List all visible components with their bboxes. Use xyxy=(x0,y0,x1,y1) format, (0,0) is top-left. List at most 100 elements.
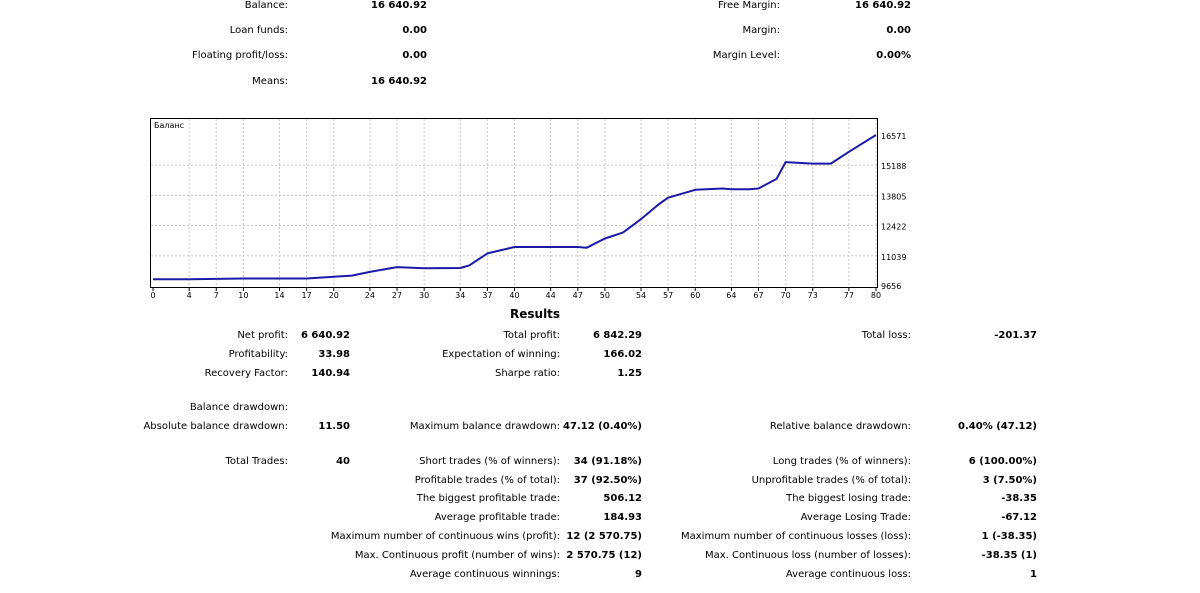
means-label: Means: xyxy=(252,76,288,87)
max-cont-losses-label: Maximum number of continuous losses (los… xyxy=(681,531,911,542)
loan-funds-label: Loan funds: xyxy=(229,25,288,36)
balance-value: 16 640.92 xyxy=(371,0,427,11)
y-tick-label: 12422 xyxy=(881,223,906,232)
balance-drawdown-label: Balance drawdown: xyxy=(189,402,288,413)
free-margin-label: Free Margin: xyxy=(718,0,780,11)
loan-funds-value: 0.00 xyxy=(402,25,427,36)
profitability-value: 33.98 xyxy=(318,349,350,360)
y-tick-label: 9656 xyxy=(881,282,901,291)
x-tick-label: 4 xyxy=(187,291,192,300)
avg-profit-value: 184.93 xyxy=(603,512,642,523)
x-tick-label: 44 xyxy=(546,291,556,300)
margin-label: Margin: xyxy=(742,25,780,36)
avg-cont-loss-label: Average continuous loss: xyxy=(785,569,911,580)
margin-level-label: Margin Level: xyxy=(712,50,780,61)
max-cont-losses-value: 1 (-38.35) xyxy=(981,531,1037,542)
max-cont-wins-value: 12 (2 570.75) xyxy=(566,531,642,542)
biggest-loss-value: -38.35 xyxy=(1001,493,1037,504)
x-tick-label: 47 xyxy=(573,291,583,300)
results-title: Results xyxy=(510,307,561,321)
x-tick-label: 10 xyxy=(238,291,248,300)
x-tick-label: 67 xyxy=(753,291,763,300)
floating-pl-label: Floating profit/loss: xyxy=(192,50,288,61)
y-tick-label: 15188 xyxy=(881,162,906,171)
floating-pl-value: 0.00 xyxy=(402,50,427,61)
profitability-label: Profitability: xyxy=(228,349,288,360)
x-tick-label: 24 xyxy=(365,291,375,300)
unprofitable-trades-label: Unprofitable trades (% of total): xyxy=(751,475,911,486)
total-loss-label: Total loss: xyxy=(861,330,911,341)
y-tick-label: 11039 xyxy=(881,253,906,262)
avg-cont-wins-label: Average continuous winnings: xyxy=(409,569,560,580)
avg-profit-label: Average profitable trade: xyxy=(434,512,560,523)
avg-loss-value: -67.12 xyxy=(1001,512,1037,523)
avg-cont-loss-value: 1 xyxy=(1030,569,1037,580)
margin-level-value: 0.00% xyxy=(876,50,911,61)
total-profit-label: Total profit: xyxy=(503,330,560,341)
long-trades-value: 6 (100.00%) xyxy=(968,456,1037,467)
x-tick-label: 70 xyxy=(781,291,791,300)
max-cont-wins-label: Maximum number of continuous wins (profi… xyxy=(330,531,560,542)
profitable-trades-value: 37 (92.50%) xyxy=(573,475,642,486)
avg-loss-label: Average Losing Trade: xyxy=(800,512,911,523)
net-profit-value: 6 640.92 xyxy=(300,330,350,341)
x-tick-label: 73 xyxy=(808,291,818,300)
avg-cont-wins-value: 9 xyxy=(635,569,642,580)
x-tick-label: 30 xyxy=(419,291,429,300)
max-drawdown-value: 47.12 (0.40%) xyxy=(563,421,642,432)
profitable-trades-label: Profitable trades (% of total): xyxy=(414,475,560,486)
sharpe-label: Sharpe ratio: xyxy=(494,368,560,379)
total-trades-value: 40 xyxy=(336,456,350,467)
x-tick-label: 40 xyxy=(509,291,519,300)
biggest-loss-label: The biggest losing trade: xyxy=(786,493,911,504)
short-trades-value: 34 (91.18%) xyxy=(573,456,642,467)
abs-drawdown-value: 11.50 xyxy=(318,421,350,432)
rel-drawdown-value: 0.40% (47.12) xyxy=(958,421,1037,432)
abs-drawdown-label: Absolute balance drawdown: xyxy=(143,421,288,432)
x-tick-label: 0 xyxy=(150,291,155,300)
y-tick-label: 16571 xyxy=(881,132,906,141)
x-tick-label: 50 xyxy=(600,291,610,300)
free-margin-value: 16 640.92 xyxy=(855,0,911,11)
max-cont-profit-value: 2 570.75 (12) xyxy=(566,550,642,561)
biggest-profit-value: 506.12 xyxy=(603,493,642,504)
rel-drawdown-label: Relative balance drawdown: xyxy=(769,421,911,432)
x-tick-label: 60 xyxy=(690,291,700,300)
biggest-profit-label: The biggest profitable trade: xyxy=(416,493,560,504)
expectation-label: Expectation of winning: xyxy=(442,349,560,360)
total-profit-value: 6 842.29 xyxy=(592,330,642,341)
x-tick-label: 14 xyxy=(274,291,284,300)
balance-label: Balance: xyxy=(244,0,288,11)
x-tick-label: 57 xyxy=(663,291,673,300)
margin-value: 0.00 xyxy=(886,25,911,36)
recovery-factor-value: 140.94 xyxy=(311,368,350,379)
long-trades-label: Long trades (% of winners): xyxy=(772,456,911,467)
total-loss-value: -201.37 xyxy=(994,330,1037,341)
x-tick-label: 64 xyxy=(726,291,736,300)
x-tick-label: 77 xyxy=(844,291,854,300)
x-tick-label: 37 xyxy=(482,291,492,300)
y-tick-label: 13805 xyxy=(881,192,906,201)
max-drawdown-label: Maximum balance drawdown: xyxy=(409,421,560,432)
expectation-value: 166.02 xyxy=(603,349,642,360)
max-cont-loss-value: -38.35 (1) xyxy=(981,550,1037,561)
chart-title: Баланс xyxy=(154,121,184,130)
x-tick-label: 80 xyxy=(871,291,881,300)
x-tick-label: 54 xyxy=(636,291,646,300)
short-trades-label: Short trades (% of winners): xyxy=(419,456,560,467)
x-tick-label: 17 xyxy=(302,291,312,300)
balance-line xyxy=(153,134,877,281)
x-tick-label: 27 xyxy=(392,291,402,300)
unprofitable-trades-value: 3 (7.50%) xyxy=(982,475,1037,486)
total-trades-label: Total Trades: xyxy=(225,456,289,467)
x-tick-label: 20 xyxy=(329,291,339,300)
max-cont-profit-label: Max. Continuous profit (number of wins): xyxy=(354,550,560,561)
max-cont-loss-label: Max. Continuous loss (number of losses): xyxy=(704,550,911,561)
sharpe-value: 1.25 xyxy=(617,368,642,379)
x-tick-label: 7 xyxy=(214,291,219,300)
net-profit-label: Net profit: xyxy=(237,330,288,341)
recovery-factor-label: Recovery Factor: xyxy=(204,368,288,379)
x-tick-label: 34 xyxy=(455,291,465,300)
means-value: 16 640.92 xyxy=(371,76,427,87)
